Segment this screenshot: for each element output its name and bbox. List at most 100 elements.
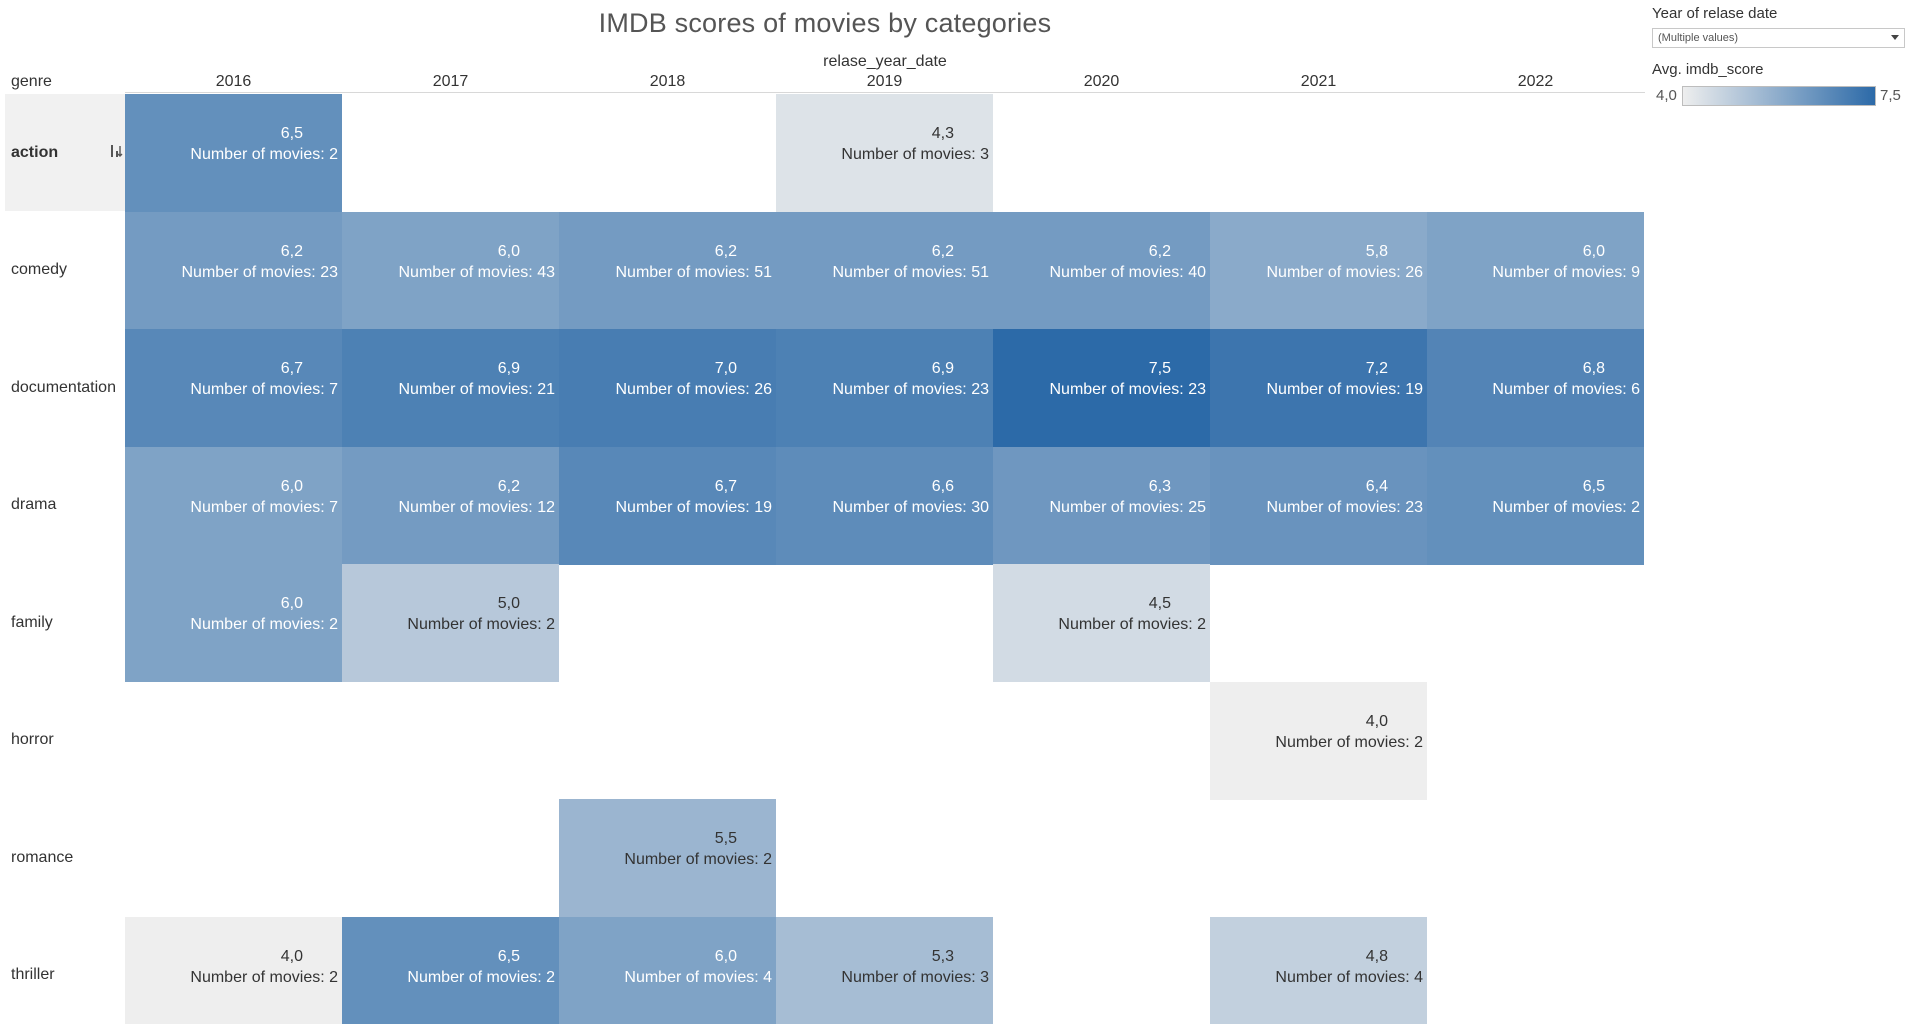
cell-score-label: 6,5 xyxy=(497,948,520,965)
legend-min-label: 4,0 xyxy=(1656,87,1677,104)
heatmap-cell-comedy-2020[interactable]: 6,2 Number of movies: 40 xyxy=(993,212,1210,330)
heatmap-cell-romance-2018[interactable]: 5,5 Number of movies: 2 xyxy=(559,799,776,917)
cell-count-label: Number of movies: 2 xyxy=(1058,616,1206,633)
cell-score-label: 4,8 xyxy=(1365,948,1388,965)
cell-count-label: Number of movies: 26 xyxy=(615,381,772,398)
cell-count-label: Number of movies: 2 xyxy=(624,851,772,868)
cell-score-label: 6,2 xyxy=(931,243,954,260)
heatmap-cell-comedy-2017[interactable]: 6,0 Number of movies: 43 xyxy=(342,212,559,330)
heatmap-cell-thriller-2019[interactable]: 5,3 Number of movies: 3 xyxy=(776,917,993,1024)
cell-count-label: Number of movies: 2 xyxy=(407,969,555,986)
genre-label-family[interactable]: family xyxy=(11,613,53,631)
year-header-2017: 2017 xyxy=(432,73,469,90)
year-header-2019: 2019 xyxy=(866,73,903,90)
heatmap-cell-comedy-2016[interactable]: 6,2 Number of movies: 23 xyxy=(125,212,342,330)
heatmap-cell-drama-2020[interactable]: 6,3 Number of movies: 25 xyxy=(993,447,1210,565)
cell-count-label: Number of movies: 23 xyxy=(1266,499,1423,516)
genre-label-documentation[interactable]: documentation xyxy=(11,378,116,396)
cell-count-label: Number of movies: 3 xyxy=(841,969,989,986)
cell-count-label: Number of movies: 25 xyxy=(1049,499,1206,516)
column-field-label: relase_year_date xyxy=(823,53,947,70)
genre-label-action[interactable]: action xyxy=(11,143,59,161)
heatmap-cell-documentation-2022[interactable]: 6,8 Number of movies: 6 xyxy=(1427,329,1644,447)
heatmap-cell-horror-2021[interactable]: 4,0 Number of movies: 2 xyxy=(1210,682,1427,800)
heatmap-cell-documentation-2020[interactable]: 7,5 Number of movies: 23 xyxy=(993,329,1210,447)
heatmap-cell-thriller-2018[interactable]: 6,0 Number of movies: 4 xyxy=(559,917,776,1024)
genre-label-horror[interactable]: horror xyxy=(11,731,54,749)
cell-count-label: Number of movies: 7 xyxy=(190,381,338,398)
heatmap-cell-comedy-2021[interactable]: 5,8 Number of movies: 26 xyxy=(1210,212,1427,330)
color-legend-gradient xyxy=(1682,86,1876,106)
genre-label-romance[interactable]: romance xyxy=(11,848,74,866)
chart-title: IMDB scores of movies by categories xyxy=(598,8,1052,38)
cell-count-label: Number of movies: 23 xyxy=(832,381,989,398)
heatmap-cell-action-2019[interactable]: 4,3 Number of movies: 3 xyxy=(776,94,993,212)
cell-count-label: Number of movies: 3 xyxy=(841,146,989,163)
cell-count-label: Number of movies: 26 xyxy=(1266,264,1423,281)
cell-count-label: Number of movies: 19 xyxy=(1266,381,1423,398)
cell-score-label: 6,5 xyxy=(280,125,303,142)
cell-score-label: 4,3 xyxy=(931,125,954,142)
heatmap-cell-comedy-2018[interactable]: 6,2 Number of movies: 51 xyxy=(559,212,776,330)
cell-score-label: 6,0 xyxy=(497,243,520,260)
heatmap-cell-comedy-2019[interactable]: 6,2 Number of movies: 51 xyxy=(776,212,993,330)
cell-count-label: Number of movies: 2 xyxy=(1275,734,1423,751)
heatmap-cell-drama-2021[interactable]: 6,4 Number of movies: 23 xyxy=(1210,447,1427,565)
cell-score-label: 6,2 xyxy=(1148,243,1171,260)
heatmap-cell-drama-2019[interactable]: 6,6 Number of movies: 30 xyxy=(776,447,993,565)
cell-count-label: Number of movies: 12 xyxy=(398,499,555,516)
heatmap-cell-documentation-2018[interactable]: 7,0 Number of movies: 26 xyxy=(559,329,776,447)
cell-score-label: 6,2 xyxy=(714,243,737,260)
cell-score-label: 5,8 xyxy=(1365,243,1388,260)
cell-score-label: 7,0 xyxy=(714,360,737,377)
cell-score-label: 5,0 xyxy=(497,595,520,612)
sort-icon[interactable] xyxy=(110,143,124,159)
cell-count-label: Number of movies: 4 xyxy=(624,969,772,986)
cell-score-label: 6,7 xyxy=(714,478,737,495)
cell-count-label: Number of movies: 4 xyxy=(1275,969,1423,986)
heatmap-cell-family-2017[interactable]: 5,0 Number of movies: 2 xyxy=(342,564,559,682)
cell-count-label: Number of movies: 2 xyxy=(1492,499,1640,516)
heatmap-cell-family-2020[interactable]: 4,5 Number of movies: 2 xyxy=(993,564,1210,682)
heatmap-cell-documentation-2021[interactable]: 7,2 Number of movies: 19 xyxy=(1210,329,1427,447)
heatmap-cell-thriller-2017[interactable]: 6,5 Number of movies: 2 xyxy=(342,917,559,1024)
genre-label-drama[interactable]: drama xyxy=(11,496,57,514)
heatmap-cell-comedy-2022[interactable]: 6,0 Number of movies: 9 xyxy=(1427,212,1644,330)
cell-count-label: Number of movies: 23 xyxy=(1049,381,1206,398)
heatmap-cell-thriller-2021[interactable]: 4,8 Number of movies: 4 xyxy=(1210,917,1427,1024)
heatmap-cell-documentation-2019[interactable]: 6,9 Number of movies: 23 xyxy=(776,329,993,447)
cell-score-label: 6,0 xyxy=(280,595,303,612)
cell-count-label: Number of movies: 30 xyxy=(832,499,989,516)
year-filter-dropdown[interactable]: (Multiple values) xyxy=(1652,28,1905,48)
heatmap-cell-drama-2018[interactable]: 6,7 Number of movies: 19 xyxy=(559,447,776,565)
cell-count-label: Number of movies: 2 xyxy=(190,969,338,986)
chevron-down-icon[interactable] xyxy=(1891,35,1899,40)
heatmap-cell-action-2016[interactable]: 6,5 Number of movies: 2 xyxy=(125,94,342,212)
cell-score-label: 6,7 xyxy=(280,360,303,377)
cell-count-label: Number of movies: 9 xyxy=(1492,264,1640,281)
heatmap-cell-drama-2022[interactable]: 6,5 Number of movies: 2 xyxy=(1427,447,1644,565)
filter-value: (Multiple values) xyxy=(1658,32,1739,44)
heatmap-cell-drama-2017[interactable]: 6,2 Number of movies: 12 xyxy=(342,447,559,565)
cell-score-label: 6,5 xyxy=(1582,478,1605,495)
cell-score-label: 7,2 xyxy=(1365,360,1388,377)
cell-score-label: 6,2 xyxy=(280,243,303,260)
cell-score-label: 4,0 xyxy=(1365,713,1388,730)
cell-score-label: 6,6 xyxy=(931,478,954,495)
heatmap-cell-thriller-2016[interactable]: 4,0 Number of movies: 2 xyxy=(125,917,342,1024)
heatmap-cell-documentation-2016[interactable]: 6,7 Number of movies: 7 xyxy=(125,329,342,447)
cell-count-label: Number of movies: 51 xyxy=(832,264,989,281)
genre-label-thriller[interactable]: thriller xyxy=(11,966,55,984)
heatmap-cell-family-2016[interactable]: 6,0 Number of movies: 2 xyxy=(125,564,342,682)
year-header-2020: 2020 xyxy=(1083,73,1120,90)
cell-score-label: 4,5 xyxy=(1148,595,1171,612)
heatmap-cell-documentation-2017[interactable]: 6,9 Number of movies: 21 xyxy=(342,329,559,447)
filter-title: Year of relase date xyxy=(1652,5,1778,22)
cell-score-label: 5,5 xyxy=(714,830,737,847)
genre-label-comedy[interactable]: comedy xyxy=(11,261,68,279)
cell-score-label: 4,0 xyxy=(280,948,303,965)
cell-score-label: 6,3 xyxy=(1148,478,1171,495)
cell-count-label: Number of movies: 51 xyxy=(615,264,772,281)
cell-count-label: Number of movies: 2 xyxy=(190,616,338,633)
heatmap-cell-drama-2016[interactable]: 6,0 Number of movies: 7 xyxy=(125,447,342,565)
